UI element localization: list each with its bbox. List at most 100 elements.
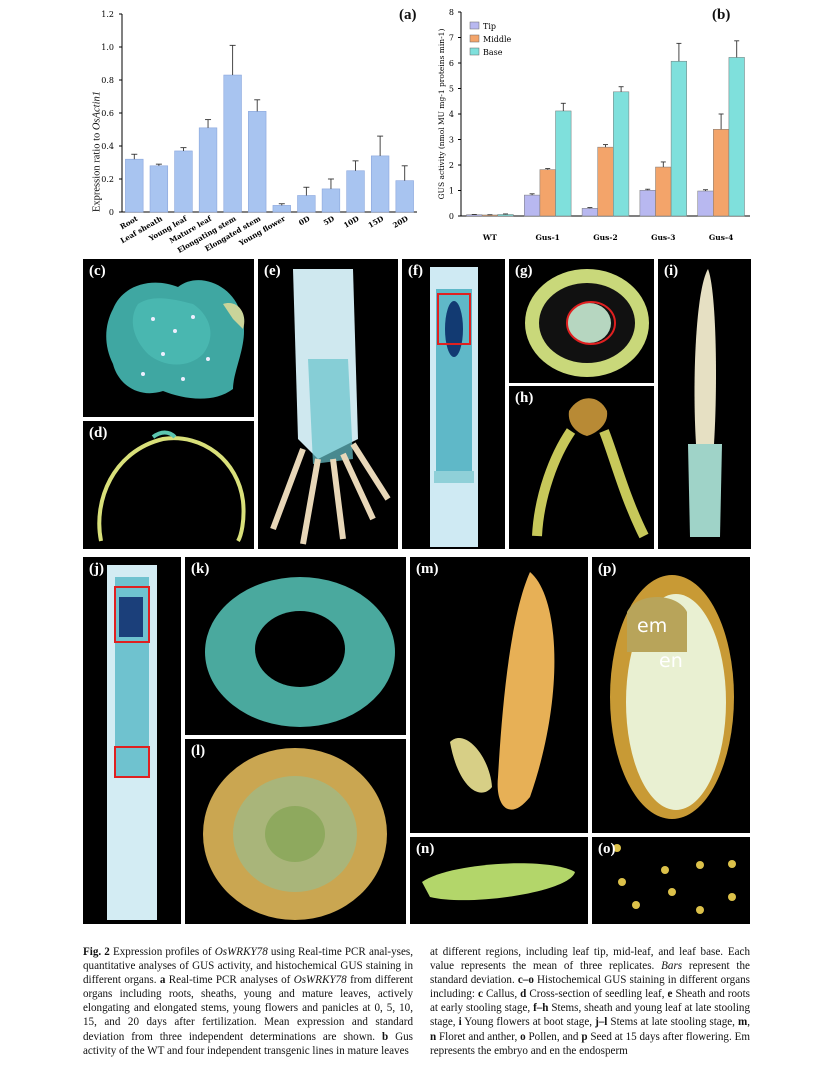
caption-bold: m — [737, 1016, 748, 1029]
chart-b-bar — [497, 214, 514, 217]
chart-b-legend-label: Base — [483, 48, 503, 57]
chart-a-y-tick-label: 1.0 — [101, 43, 114, 52]
caption-bold: b — [382, 1030, 389, 1043]
pollen-image — [613, 844, 736, 914]
panel-label-o: (o) — [598, 841, 616, 857]
leaf-section-image — [97, 430, 246, 543]
chart-a-y-tick-label: 0.6 — [101, 109, 114, 118]
panel-label-d: (d) — [89, 425, 108, 441]
chart-a-bar — [248, 111, 267, 213]
photo-stem-section: (g) — [509, 259, 654, 383]
caption-italic: Bars — [661, 960, 683, 973]
panel-label-f: (f) — [408, 263, 423, 279]
chart-b-legend-swatch — [469, 34, 480, 43]
caption-bold: a — [159, 974, 166, 987]
chart-b-bar — [555, 110, 572, 217]
chart-b-y-tick-label: 6 — [449, 59, 454, 68]
chart-a-bar — [198, 127, 218, 213]
photo-ring-section: (k) — [185, 557, 406, 735]
chart-b-bar — [581, 208, 598, 217]
caption-bold: o — [520, 1030, 526, 1043]
panel-label-n: (n) — [416, 841, 435, 857]
panel-label-m: (m) — [416, 561, 439, 577]
panel-label-g: (g) — [515, 263, 533, 279]
caption-bold: p — [581, 1030, 588, 1043]
chart-a-bar — [346, 170, 365, 213]
caption-italic: OsWRKY78 — [293, 974, 347, 987]
chart-b-legend-swatch — [469, 47, 480, 56]
panel-label-e: (e) — [264, 263, 281, 279]
caption-bold: e — [667, 988, 673, 1001]
panel-label-c: (c) — [89, 263, 106, 279]
caption-bold: d — [520, 988, 527, 1001]
photo-pollen: (o) — [592, 837, 750, 924]
floret-image — [450, 572, 555, 810]
chart-b-category-label: Gus-3 — [651, 233, 675, 242]
chart-a-bar — [223, 74, 242, 213]
caption-bold: c–o — [517, 974, 534, 987]
panel-label-h: (h) — [515, 390, 534, 406]
ring-section-image — [205, 577, 395, 727]
chart-b-legend-swatch — [469, 21, 480, 30]
chart-b-y-tick-label: 0 — [449, 212, 454, 221]
chart-a-y-tick-label: 0.4 — [101, 142, 114, 151]
chart-a-bar — [370, 155, 390, 213]
sheath-roots-image — [270, 269, 391, 545]
young-leaf-image — [532, 398, 649, 539]
chart-b-category-label: Gus-1 — [535, 233, 559, 242]
chart-a-bar — [297, 195, 316, 213]
chart-b-bar — [713, 129, 730, 217]
chart-a-y-tick-label: 1.2 — [101, 10, 114, 19]
panel-label-l: (l) — [191, 743, 206, 759]
caption-right: at different regions, including leaf tip… — [430, 946, 751, 1057]
chart-a-category-label: 0D — [297, 214, 311, 227]
chart-a-category-label: 15D — [367, 214, 386, 230]
seed-image — [610, 575, 734, 819]
caption-left: Fig. 2 Expression profiles of OsWRKY78 u… — [83, 946, 413, 1057]
photo-stem-f: (f) — [402, 259, 505, 549]
chart-a-ylabel: Expression ratio to OsActin1 — [91, 90, 103, 213]
stem-section-image — [525, 269, 649, 377]
chart-b-bar — [597, 146, 614, 217]
chart-b-y-tick-label: 3 — [449, 136, 454, 145]
caption-bold: f–h — [533, 1002, 549, 1015]
caption-bold: n — [430, 1030, 437, 1043]
chart-b-y-tick-label: 5 — [449, 85, 454, 94]
chart-b-bar — [524, 194, 541, 217]
chart-a-panel-label: (a) — [399, 7, 417, 23]
chart-b-ylabel: GUS activity (nmol MU mg-1 proteins min-… — [437, 29, 446, 200]
chart-b-bar — [639, 189, 656, 217]
photo-leaf-section: (d) — [83, 421, 254, 549]
chart-a-y-tick-label: 0 — [109, 208, 114, 217]
panel-label-p: (p) — [598, 561, 617, 577]
caption-bold: i — [458, 1016, 462, 1029]
chart-b-y-tick-label: 7 — [449, 34, 454, 43]
chart-b-y-tick-label: 4 — [449, 110, 454, 119]
chart-b-category-label: WT — [482, 233, 497, 242]
panel-label-j: (j) — [89, 561, 104, 577]
chart-b-y-tick-label: 1 — [449, 187, 454, 196]
chart-b-legend-label: Middle — [483, 35, 512, 44]
chart-a-bar — [125, 158, 144, 213]
chart-b-bar — [613, 91, 630, 217]
chart-b-plot: 0 1 2 3 4 5 6 7 8 GUS activity (nmol MU mg-1 prot… — [437, 8, 750, 242]
chart-a-bar — [321, 188, 341, 213]
chart-a-ylabel-wrap: Expression ratio to OsActin1 — [79, 91, 103, 216]
photo-callus: (c) — [83, 259, 254, 417]
chart-b: 0 1 2 3 4 5 6 7 8 GUS activity (nmol MU mg-1 prot… — [437, 8, 750, 242]
anther-image — [422, 863, 575, 901]
photo-seed: (p) em en — [592, 557, 750, 833]
caption-italic: OsWRKY78 — [214, 946, 268, 958]
chart-a-y-tick-label: 0.8 — [101, 76, 114, 85]
caption-bold: j–l — [595, 1016, 608, 1029]
seed-endosperm-label: en — [659, 650, 683, 672]
stem-f-image — [430, 267, 478, 547]
chart-b-legend-label: Tip — [483, 22, 496, 31]
chart-b-bar — [670, 60, 687, 217]
chart-a-category-label: 5D — [322, 214, 336, 227]
chart-a-bar — [395, 180, 414, 213]
photo-stem-j: (j) — [83, 557, 181, 924]
panel-label-i: (i) — [664, 263, 679, 279]
